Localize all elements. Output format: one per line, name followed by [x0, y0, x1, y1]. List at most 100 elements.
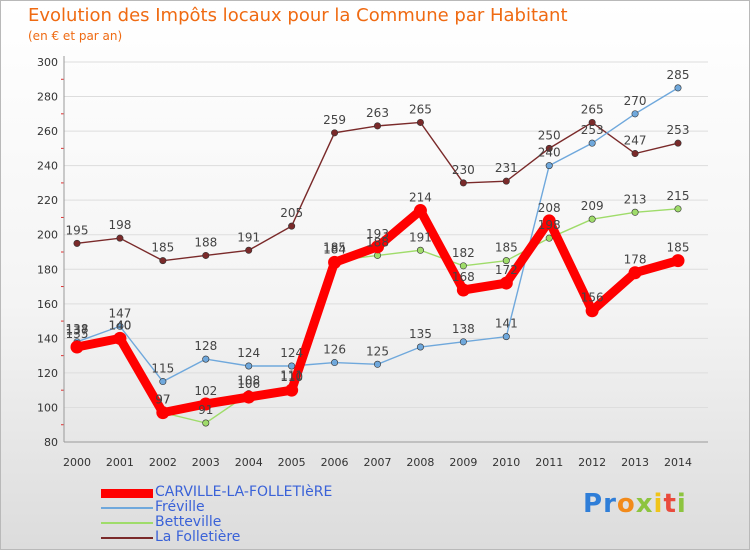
- data-point: [671, 254, 685, 268]
- data-label: 97: [155, 393, 170, 407]
- data-label: 135: [66, 327, 89, 341]
- data-label: 198: [108, 218, 131, 232]
- data-label: 230: [452, 163, 475, 177]
- data-point: [459, 338, 467, 346]
- y-tick-label: 200: [37, 229, 58, 242]
- data-point: [202, 355, 210, 363]
- y-tick-label: 100: [37, 401, 58, 414]
- data-label: 240: [538, 146, 561, 160]
- x-tick-label: 2000: [63, 456, 91, 469]
- data-point: [631, 208, 639, 216]
- data-label: 185: [151, 241, 174, 255]
- data-point: [288, 362, 296, 370]
- data-label: 265: [581, 102, 604, 116]
- data-point: [331, 129, 339, 137]
- data-label: 108: [237, 374, 260, 388]
- data-point: [459, 179, 467, 187]
- data-label: 215: [667, 189, 690, 203]
- data-point: [202, 419, 210, 427]
- data-label: 191: [237, 230, 260, 244]
- x-tick-label: 2010: [492, 456, 520, 469]
- y-tick-label: 120: [37, 367, 58, 380]
- data-point: [631, 110, 639, 118]
- data-label: 97: [155, 393, 170, 407]
- data-label: 182: [452, 246, 475, 260]
- data-point: [116, 322, 124, 330]
- data-label: 198: [538, 218, 561, 232]
- data-label: 156: [581, 291, 604, 305]
- data-point: [202, 251, 210, 259]
- data-point: [245, 362, 253, 370]
- y-tick-label: 220: [37, 194, 58, 207]
- logo-letter: r: [603, 489, 617, 519]
- legend-label: CARVILLE-LA-FOLLETIèRE: [155, 484, 333, 500]
- legend-swatch: [101, 489, 153, 498]
- data-label: 209: [581, 199, 604, 213]
- data-point: [456, 283, 470, 297]
- data-point: [373, 360, 381, 368]
- data-point: [545, 144, 553, 152]
- y-tick-label: 300: [37, 56, 58, 69]
- data-label: 91: [198, 403, 213, 417]
- chart-title: Evolution des Impôts locaux pour la Comm…: [28, 5, 568, 26]
- data-label: 115: [151, 362, 174, 376]
- data-label: 147: [108, 306, 131, 320]
- data-point: [416, 343, 424, 351]
- data-point: [242, 390, 256, 404]
- logo-letter: i: [676, 489, 687, 519]
- data-point: [156, 406, 170, 420]
- legend-swatch: [101, 507, 153, 509]
- data-point: [413, 204, 427, 218]
- y-tick-label: 80: [44, 436, 58, 449]
- data-point: [502, 257, 510, 265]
- x-tick-label: 2011: [535, 456, 563, 469]
- data-label: 106: [237, 377, 260, 391]
- data-point: [373, 122, 381, 130]
- data-label: 102: [194, 384, 217, 398]
- x-tick-label: 2003: [192, 456, 220, 469]
- data-label: 172: [495, 263, 518, 277]
- logo-letter: t: [663, 489, 677, 519]
- data-point: [285, 383, 299, 397]
- proxiti-logo: Proxiti: [583, 489, 687, 519]
- x-tick-label: 2001: [106, 456, 134, 469]
- data-point: [199, 397, 213, 411]
- data-point: [502, 333, 510, 341]
- logo-letter: o: [616, 489, 636, 519]
- data-label: 185: [323, 241, 346, 255]
- data-label: 208: [538, 201, 561, 215]
- data-label: 178: [624, 253, 647, 267]
- y-tick-label: 140: [37, 332, 58, 345]
- data-point: [328, 255, 342, 269]
- data-label: 270: [624, 94, 647, 108]
- data-point: [159, 378, 167, 386]
- data-point: [113, 331, 127, 345]
- data-point: [674, 84, 682, 92]
- x-tick-label: 2006: [321, 456, 349, 469]
- data-label: 193: [366, 227, 389, 241]
- data-label: 188: [194, 235, 217, 249]
- data-point: [416, 246, 424, 254]
- data-label: 138: [66, 322, 89, 336]
- x-tick-label: 2002: [149, 456, 177, 469]
- chart-subtitle: (en € et par an): [28, 29, 123, 43]
- data-label: 263: [366, 106, 389, 120]
- data-label: 250: [538, 128, 561, 142]
- data-label: 124: [237, 346, 260, 360]
- y-tick-label: 180: [37, 263, 58, 276]
- x-tick-label: 2013: [621, 456, 649, 469]
- data-label: 195: [66, 223, 89, 237]
- data-label: 111: [280, 368, 303, 382]
- data-point: [545, 234, 553, 242]
- y-tick-label: 280: [37, 91, 58, 104]
- data-point: [628, 266, 642, 280]
- data-point: [588, 118, 596, 126]
- data-point: [588, 215, 596, 223]
- y-tick-label: 260: [37, 125, 58, 138]
- data-label: 185: [667, 241, 690, 255]
- data-label: 188: [366, 235, 389, 249]
- data-point: [459, 262, 467, 270]
- data-label: 185: [495, 241, 518, 255]
- data-point: [545, 162, 553, 170]
- data-label: 253: [581, 123, 604, 137]
